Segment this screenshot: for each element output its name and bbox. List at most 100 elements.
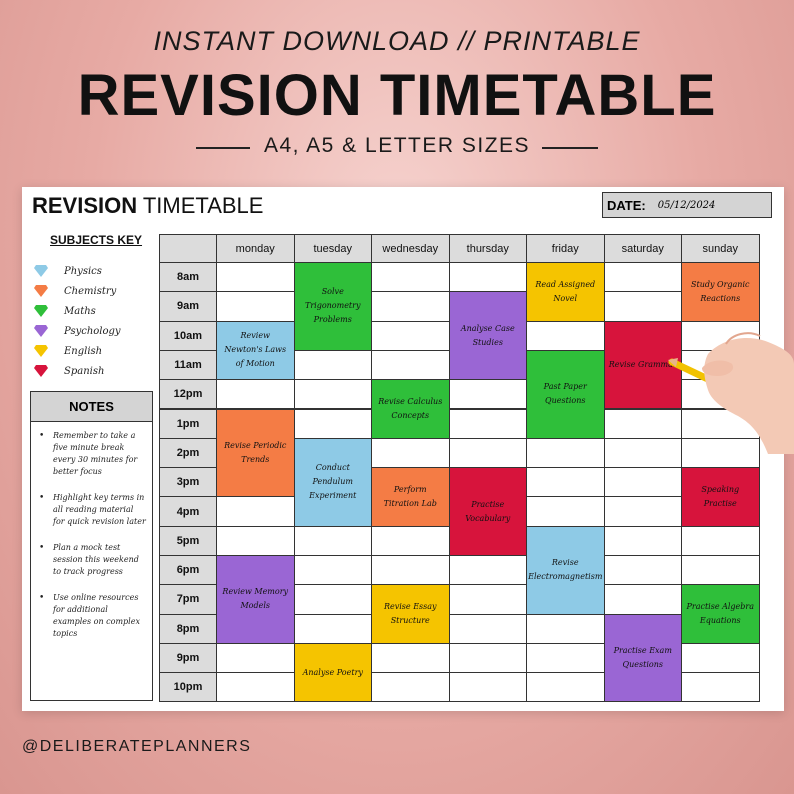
timetable-slot (216, 525, 295, 556)
note-item: Remember to take a five minute break eve… (37, 430, 146, 478)
sizes-label: A4, A5 & LETTER SIZES (263, 134, 531, 157)
timetable-slot (603, 525, 682, 556)
study-session-block: Perform Titration Lab (371, 467, 450, 527)
date-label: DATE: (607, 197, 646, 213)
day-header: thursday (448, 234, 527, 263)
time-label: 9am (159, 291, 217, 322)
study-session-block: Read Assigned Novel (526, 262, 605, 322)
subject-key-label: Maths (64, 305, 96, 317)
timetable-sheet: REVISION TIMETABLE DATE: 05/12/2024 SUBJ… (22, 187, 784, 711)
study-session-block: Revise Periodic Trends (216, 408, 295, 498)
date-box: DATE: 05/12/2024 (602, 192, 772, 218)
timetable-slot (293, 613, 372, 644)
timetable-slot (448, 262, 527, 293)
timetable-slot (603, 467, 682, 498)
timetable-slot (448, 379, 527, 410)
timetable-slot (293, 408, 372, 439)
timetable-slot (371, 349, 450, 381)
note-item: Use online resources for additional exam… (37, 592, 146, 640)
study-session-block: Revise Electromagnetism (526, 525, 605, 615)
study-session-block: Revise Essay Structure (371, 584, 450, 644)
time-label: 4pm (159, 496, 217, 527)
study-session-block: Practise Vocabulary (448, 467, 527, 556)
date-value: 05/12/2024 (657, 199, 716, 211)
divider-left (196, 147, 250, 149)
timetable-slot (293, 525, 372, 556)
note-item: Plan a mock test session this weekend to… (37, 542, 146, 578)
day-header: monday (216, 234, 295, 263)
study-session-block: Analyse Case Studies (448, 291, 527, 381)
timetable-slot (681, 437, 760, 469)
study-session-block: Review Memory Models (216, 555, 295, 644)
timetable-slot (448, 584, 527, 615)
banner-subtitle: INSTANT DOWNLOAD // PRINTABLE (153, 26, 641, 56)
timetable-slot (681, 525, 760, 556)
time-label: 10am (159, 320, 217, 351)
divider-right (542, 147, 598, 149)
subject-key-item: Spanish (34, 363, 104, 379)
time-label: 8pm (159, 613, 217, 644)
study-session-block: Practise Algebra Equations (681, 584, 760, 644)
timetable-slot (448, 437, 527, 469)
timetable-slot (216, 672, 295, 703)
timetable-slot (371, 320, 450, 351)
time-label: 12pm (159, 379, 217, 410)
timetable-slot (371, 555, 450, 586)
time-label: 7pm (159, 584, 217, 615)
subject-key-label: Spanish (64, 365, 105, 377)
subject-key-item: English (34, 343, 102, 359)
study-session-block: Analyse Poetry (293, 642, 372, 703)
time-label: 9pm (159, 642, 217, 674)
note-item: Highlight key terms in all reading mater… (37, 492, 146, 528)
study-session-block: Past Paper Questions (526, 349, 605, 439)
timetable-slot (371, 437, 450, 469)
timetable-slot (216, 262, 295, 293)
timetable-slot (603, 496, 682, 527)
timetable-slot (603, 555, 682, 586)
timetable-slot (603, 291, 682, 322)
timetable-slot (448, 672, 527, 703)
timetable-slot (293, 555, 372, 586)
time-label: 3pm (159, 467, 217, 498)
timetable-slot (526, 437, 605, 469)
study-session-block: Study Organic Reactions (681, 262, 760, 322)
subject-key-label: English (64, 345, 103, 357)
day-header: sunday (681, 234, 760, 263)
timetable-slot (681, 555, 760, 586)
timetable-slot (371, 525, 450, 556)
timetable-slot (293, 584, 372, 615)
timetable-slot (371, 642, 450, 674)
day-header: tuesday (293, 234, 372, 263)
study-session-block: Speaking Practise (681, 467, 760, 527)
subject-key-item: Chemistry (34, 283, 116, 299)
subject-key-item: Psychology (34, 323, 121, 339)
timetable-slot (448, 408, 527, 439)
timetable-slot (526, 496, 605, 527)
notes-title: NOTES (31, 392, 152, 422)
timetable-slot (293, 349, 372, 381)
timetable-slot (371, 291, 450, 322)
grid-corner (159, 234, 217, 263)
gem-icon (34, 345, 48, 357)
timetable-slot (526, 320, 605, 351)
subjects-key-title: SUBJECTS KEY (50, 233, 143, 247)
timetable-slot (448, 613, 527, 644)
timetable-slot (681, 672, 760, 703)
timetable-slot (216, 291, 295, 322)
subject-key-label: Chemistry (64, 285, 117, 297)
timetable-slot (526, 613, 605, 644)
timetable-slot (448, 555, 527, 586)
gem-icon (34, 265, 48, 277)
timetable-slot (603, 408, 682, 439)
instagram-handle: @DELIBERATEPLANNERS (22, 738, 252, 755)
day-header: friday (526, 234, 605, 263)
timetable-slot (681, 642, 760, 674)
gem-icon (34, 305, 48, 317)
sheet-title-rest: TIMETABLE (137, 193, 264, 218)
timetable-slot (371, 262, 450, 293)
time-label: 11am (159, 349, 217, 381)
time-label: 8am (159, 262, 217, 293)
subject-key-item: Physics (34, 263, 102, 279)
sheet-title: REVISION TIMETABLE (32, 193, 263, 219)
subject-key-item: Maths (34, 303, 96, 319)
